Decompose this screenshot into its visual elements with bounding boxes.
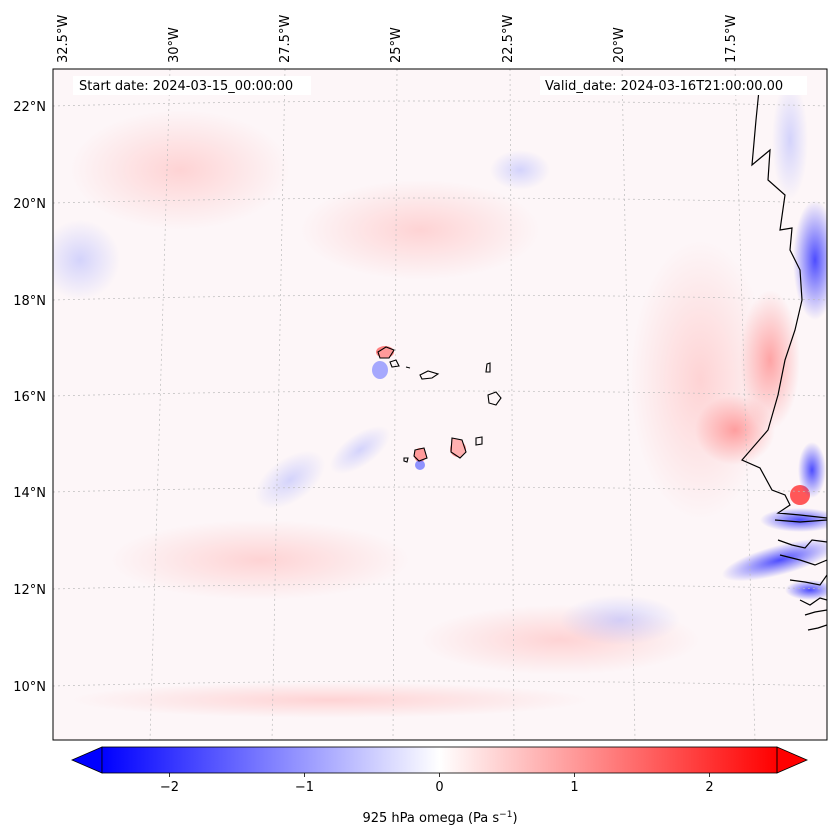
- colorbar-tick-label: 1: [570, 780, 578, 795]
- latitude-labels: 22°N 20°N 18°N 16°N 14°N 12°N 10°N: [13, 100, 46, 695]
- colorbar-label: 925 hPa omega (Pa s−1): [362, 810, 517, 826]
- lat-label-12n: 12°N: [13, 583, 46, 598]
- start-date-box: [73, 76, 311, 95]
- map-panel: Start date: 2024-03-15_00:00:00 Valid_da…: [52, 68, 828, 741]
- valid-date-box: [540, 76, 807, 95]
- lon-label-22.5w: 22.5°W: [501, 15, 516, 63]
- graticule: [53, 69, 827, 740]
- lat-label-16n: 16°N: [13, 390, 46, 405]
- lat-label-20n: 20°N: [13, 197, 46, 212]
- island-santiago: [450, 437, 467, 459]
- colorbar-high-extend: [776, 746, 809, 774]
- islands: [377, 346, 502, 463]
- colorbar-low-extend: [70, 746, 103, 774]
- omega-field: [53, 80, 827, 718]
- colorbar-tick-label: −1: [295, 780, 314, 795]
- lon-label-27.5w: 27.5°W: [278, 15, 293, 63]
- lat-label-14n: 14°N: [13, 486, 46, 501]
- lon-label-25w: 25°W: [389, 27, 404, 63]
- lon-label-20w: 20°W: [612, 27, 627, 63]
- lon-label-17.5w: 17.5°W: [724, 15, 739, 63]
- map-frame: [52, 68, 828, 741]
- valid-date-label: Valid_date: 2024-03-16T21:00:00.00: [545, 79, 783, 94]
- lat-label-22n: 22°N: [13, 100, 46, 115]
- lon-label-32.5w: 32.5°W: [56, 15, 71, 63]
- colorbar-tick-label: −2: [160, 780, 179, 795]
- lat-label-18n: 18°N: [13, 294, 46, 309]
- island-fogo: [413, 447, 428, 462]
- colorbar-tick-label: 0: [435, 780, 443, 795]
- colorbar-tick-label: 2: [705, 780, 713, 795]
- colorbar-gradient: [102, 747, 777, 773]
- lon-label-30w: 30°W: [167, 27, 182, 63]
- lat-label-10n: 10°N: [13, 680, 46, 695]
- start-date-label: Start date: 2024-03-15_00:00:00: [79, 79, 293, 94]
- longitude-labels: 32.5°W 30°W 27.5°W 25°W 22.5°W 20°W 17.5…: [56, 15, 739, 63]
- colorbar: −2 −1 0 1 2 925 hPa omega (Pa s−1): [70, 746, 809, 826]
- colorbar-ticks: −2 −1 0 1 2: [160, 773, 714, 795]
- island-santo-antao: [377, 346, 395, 359]
- coastline: [741, 79, 827, 631]
